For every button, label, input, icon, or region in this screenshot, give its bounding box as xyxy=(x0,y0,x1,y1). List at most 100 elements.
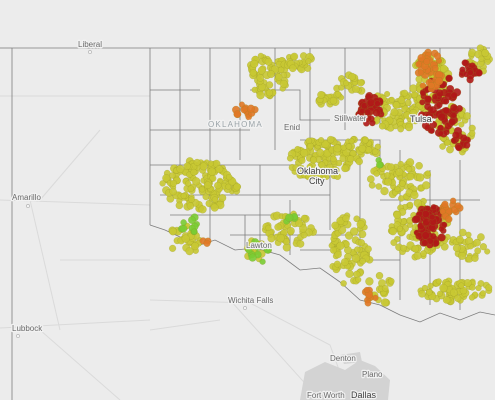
map-marker[interactable] xyxy=(384,172,391,179)
map-marker[interactable] xyxy=(186,202,195,210)
map-marker[interactable] xyxy=(468,130,476,137)
map-marker[interactable] xyxy=(427,82,435,89)
map-marker[interactable] xyxy=(267,70,276,79)
map-marker[interactable] xyxy=(340,144,347,151)
map-marker[interactable] xyxy=(481,49,490,57)
map-marker[interactable] xyxy=(355,276,362,283)
map-marker[interactable] xyxy=(479,290,487,297)
map-marker[interactable] xyxy=(428,127,435,134)
map-marker[interactable] xyxy=(390,108,399,117)
map-marker[interactable] xyxy=(393,210,402,219)
map-marker[interactable] xyxy=(457,251,467,260)
map-marker[interactable] xyxy=(437,233,446,242)
map-marker[interactable] xyxy=(353,246,361,253)
map-marker[interactable] xyxy=(418,289,426,298)
map-marker[interactable] xyxy=(450,91,458,99)
map-marker[interactable] xyxy=(334,172,342,181)
map-marker[interactable] xyxy=(375,183,383,190)
map-marker[interactable] xyxy=(176,164,185,173)
map-marker[interactable] xyxy=(286,154,294,162)
map-marker[interactable] xyxy=(471,254,479,263)
map-marker[interactable] xyxy=(431,64,439,72)
map-marker[interactable] xyxy=(425,288,433,296)
map-marker[interactable] xyxy=(190,228,198,235)
map-marker[interactable] xyxy=(429,213,436,221)
map-marker[interactable] xyxy=(374,100,381,107)
map-marker[interactable] xyxy=(246,104,255,113)
map-marker[interactable] xyxy=(335,159,343,167)
map-marker[interactable] xyxy=(309,156,318,164)
map-marker[interactable] xyxy=(449,288,458,297)
map-marker[interactable] xyxy=(199,162,208,171)
map-marker[interactable] xyxy=(458,121,465,128)
map-marker[interactable] xyxy=(421,239,429,247)
map-marker[interactable] xyxy=(417,53,426,62)
map-marker[interactable] xyxy=(445,215,453,223)
map-marker[interactable] xyxy=(225,173,233,181)
map-marker[interactable] xyxy=(400,244,408,252)
map-marker[interactable] xyxy=(463,278,472,288)
map-marker[interactable] xyxy=(254,244,261,252)
map-marker[interactable] xyxy=(375,271,384,280)
map-marker[interactable] xyxy=(300,231,308,239)
map-marker[interactable] xyxy=(438,225,445,232)
map-marker[interactable] xyxy=(458,282,465,289)
map-marker[interactable] xyxy=(175,201,184,210)
map-marker[interactable] xyxy=(326,135,335,144)
map-marker[interactable] xyxy=(179,224,188,233)
map-marker[interactable] xyxy=(193,158,201,166)
map-marker[interactable] xyxy=(415,232,423,240)
map-marker[interactable] xyxy=(419,89,427,97)
map-marker[interactable] xyxy=(248,253,257,262)
map-marker[interactable] xyxy=(415,60,423,68)
map-marker[interactable] xyxy=(381,284,389,292)
map-marker[interactable] xyxy=(430,203,437,211)
map-marker[interactable] xyxy=(329,96,338,105)
map-marker[interactable] xyxy=(409,84,418,93)
map-marker[interactable] xyxy=(306,163,313,170)
map-marker[interactable] xyxy=(442,97,450,105)
map-marker[interactable] xyxy=(180,192,187,199)
map-marker[interactable] xyxy=(169,172,176,179)
map-marker[interactable] xyxy=(397,160,405,168)
map-marker[interactable] xyxy=(435,101,443,109)
map-marker[interactable] xyxy=(475,284,482,292)
map-marker[interactable] xyxy=(401,89,409,97)
map-marker[interactable] xyxy=(336,241,345,251)
map-marker[interactable] xyxy=(300,148,309,158)
map-marker[interactable] xyxy=(162,173,171,183)
map-marker[interactable] xyxy=(264,57,273,66)
map-marker[interactable] xyxy=(415,161,423,170)
map-marker[interactable] xyxy=(188,196,195,203)
map-marker[interactable] xyxy=(334,90,342,98)
map-marker[interactable] xyxy=(455,144,463,152)
map-marker[interactable] xyxy=(436,290,444,297)
map-marker[interactable] xyxy=(318,161,326,169)
map-marker[interactable] xyxy=(348,138,355,145)
map-marker[interactable] xyxy=(342,80,350,87)
map-marker[interactable] xyxy=(349,227,359,236)
map-marker[interactable] xyxy=(415,173,425,182)
map-marker[interactable] xyxy=(441,200,449,208)
map-marker[interactable] xyxy=(424,113,431,121)
map-marker[interactable] xyxy=(259,258,266,265)
map-marker[interactable] xyxy=(357,239,366,247)
map-marker[interactable] xyxy=(411,244,420,253)
map-marker[interactable] xyxy=(198,186,206,193)
map-marker[interactable] xyxy=(405,165,413,173)
map-marker[interactable] xyxy=(275,73,283,81)
map-marker[interactable] xyxy=(437,112,447,122)
map-marker[interactable] xyxy=(345,143,353,150)
map-marker[interactable] xyxy=(452,244,461,252)
map-marker[interactable] xyxy=(450,112,457,119)
map-marker[interactable] xyxy=(371,148,379,156)
map-marker[interactable] xyxy=(245,246,253,254)
map-marker[interactable] xyxy=(388,96,395,103)
map-marker[interactable] xyxy=(412,214,421,224)
map-marker[interactable] xyxy=(257,66,266,75)
map-marker[interactable] xyxy=(461,59,469,67)
map-marker[interactable] xyxy=(421,284,429,292)
map-marker[interactable] xyxy=(218,193,227,202)
map-marker[interactable] xyxy=(364,245,372,253)
map-marker[interactable] xyxy=(233,182,241,191)
